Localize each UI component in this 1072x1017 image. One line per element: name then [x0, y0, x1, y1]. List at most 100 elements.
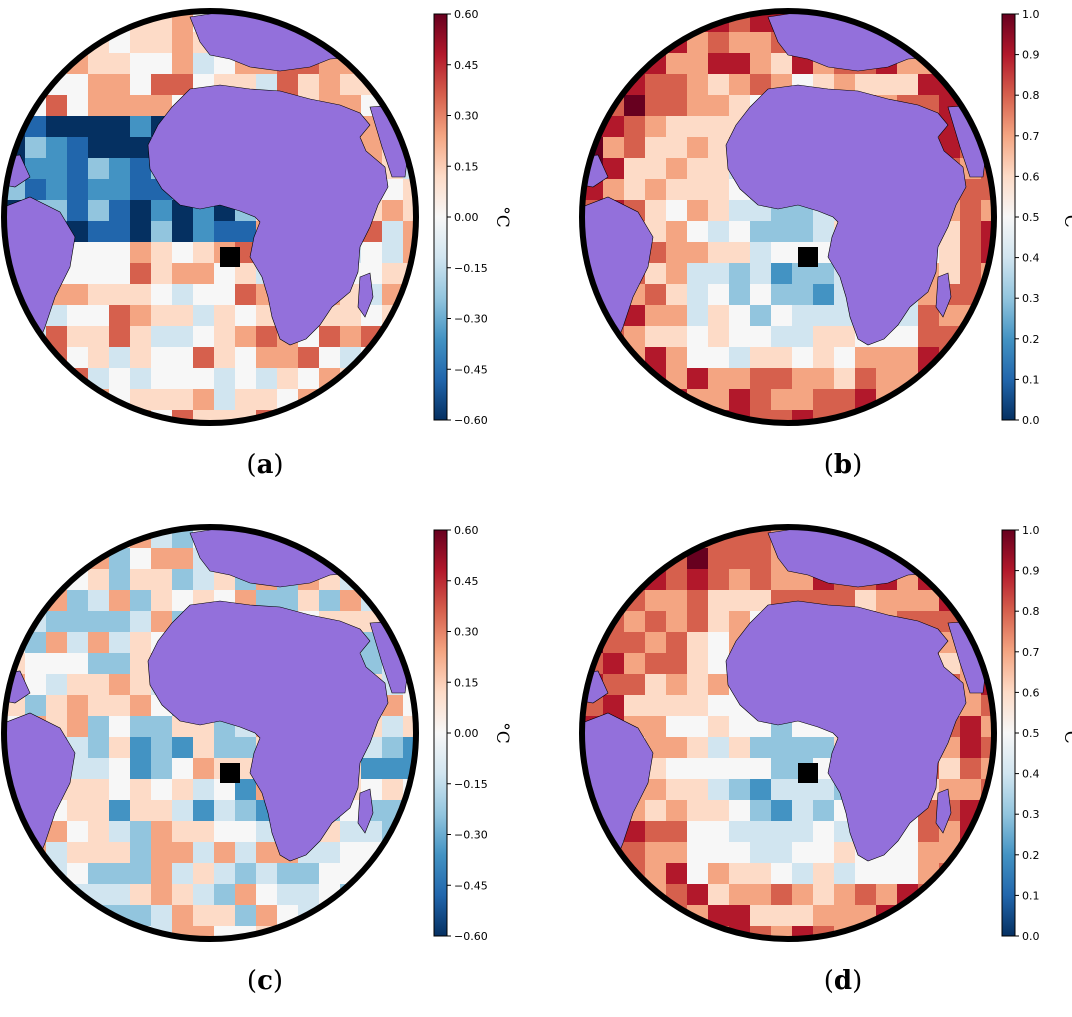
- grid-cell: [130, 842, 152, 864]
- grid-cell: [666, 326, 688, 348]
- grid-cell: [382, 242, 404, 264]
- grid-cell: [603, 158, 625, 180]
- grid-cell: [960, 716, 982, 738]
- grid-cell: [855, 884, 877, 906]
- grid-cell: [256, 863, 278, 885]
- grid-cell: [46, 611, 68, 633]
- grid-cell: [130, 137, 152, 159]
- grid-cell: [319, 590, 341, 612]
- grid-cell: [109, 695, 131, 717]
- grid-cell: [750, 569, 772, 591]
- grid-cell: [666, 221, 688, 243]
- grid-cell: [750, 842, 772, 864]
- colorbar-unit-label: °C: [1060, 206, 1072, 228]
- grid-cell: [109, 158, 131, 180]
- grid-cell: [88, 737, 110, 759]
- colorbar-d: 1.0 0.9 0.8 0.7 0.6 0.5 0.4 0.3 0.2 0.1 0.0 °C: [1001, 524, 1072, 943]
- grid-cell: [708, 221, 730, 243]
- globe-outline: [579, 8, 997, 426]
- globe-map-b: [579, 8, 997, 426]
- grid-cell: [25, 674, 47, 696]
- grid-cell: [67, 95, 89, 117]
- grid-cell: [813, 737, 835, 759]
- grid-cell: [130, 221, 152, 243]
- grid-cell: [624, 842, 646, 864]
- grid-cell: [729, 200, 751, 222]
- grid-cell: [193, 905, 215, 927]
- grid-cell: [624, 137, 646, 159]
- grid-cell: [666, 842, 688, 864]
- grid-cell: [897, 326, 919, 348]
- colorbar-tick-label: 0.0: [1022, 414, 1040, 427]
- grid-cell: [645, 326, 667, 348]
- grid-cell: [25, 695, 47, 717]
- grid-cell: [172, 347, 194, 369]
- grid-cell: [918, 821, 940, 843]
- grid-cell: [235, 779, 257, 801]
- caption-d: (d): [823, 966, 863, 996]
- grid-cell: [130, 611, 152, 633]
- grid-cell: [918, 305, 940, 327]
- grid-cell: [708, 884, 730, 906]
- grid-cell: [645, 158, 667, 180]
- grid-cell: [151, 548, 173, 570]
- grid-cell: [687, 347, 709, 369]
- grid-cell: [708, 632, 730, 654]
- grid-cell: [130, 548, 152, 570]
- grid-cell: [88, 569, 110, 591]
- grid-cell: [666, 116, 688, 138]
- colorbar-gradient: [433, 529, 448, 937]
- grid-cell: [645, 716, 667, 738]
- grid-cell: [729, 800, 751, 822]
- grid-cell: [834, 884, 856, 906]
- grid-cell: [792, 737, 814, 759]
- grid-cell: [918, 590, 940, 612]
- grid-cell: [960, 200, 982, 222]
- grid-cell: [172, 305, 194, 327]
- grid-cell: [645, 611, 667, 633]
- missing-cell: [798, 247, 818, 267]
- grid-cell: [109, 779, 131, 801]
- grid-cell: [67, 200, 89, 222]
- grid-cell: [666, 158, 688, 180]
- grid-cell: [792, 284, 814, 306]
- grid-cell: [109, 842, 131, 864]
- grid-cell: [151, 368, 173, 390]
- grid-cell: [813, 821, 835, 843]
- grid-cell: [130, 74, 152, 96]
- grid-cell: [130, 821, 152, 843]
- grid-cell: [603, 653, 625, 675]
- grid-cell: [46, 116, 68, 138]
- grid-cell: [172, 842, 194, 864]
- grid-cell: [88, 116, 110, 138]
- grid-cell: [750, 32, 772, 54]
- colorbar-tick-label: 0.0: [1022, 930, 1040, 943]
- grid-cell: [109, 569, 131, 591]
- grid-cell: [109, 221, 131, 243]
- grid-cell: [214, 863, 236, 885]
- grid-cell: [277, 590, 299, 612]
- grid-cell: [382, 221, 404, 243]
- grid-cell: [813, 263, 835, 285]
- grid-cell: [256, 389, 278, 411]
- colorbar-unit-label: °C: [1060, 722, 1072, 744]
- grid-cell: [708, 32, 730, 54]
- grid-cell: [666, 800, 688, 822]
- colorbar-tick-label: −0.30: [454, 313, 488, 326]
- grid-cell: [750, 242, 772, 264]
- grid-cell: [109, 263, 131, 285]
- grid-cell: [67, 326, 89, 348]
- grid-cell: [88, 716, 110, 738]
- grid-cell: [624, 632, 646, 654]
- grid-cell: [729, 821, 751, 843]
- grid-cell: [960, 737, 982, 759]
- grid-cell: [130, 158, 152, 180]
- colorbar-tick-label: 0.15: [454, 160, 479, 173]
- grid-cell: [687, 779, 709, 801]
- grid-cell: [46, 842, 68, 864]
- grid-cell: [319, 326, 341, 348]
- grid-cell: [88, 221, 110, 243]
- grid-cell: [130, 116, 152, 138]
- grid-cell: [67, 305, 89, 327]
- grid-cell: [687, 674, 709, 696]
